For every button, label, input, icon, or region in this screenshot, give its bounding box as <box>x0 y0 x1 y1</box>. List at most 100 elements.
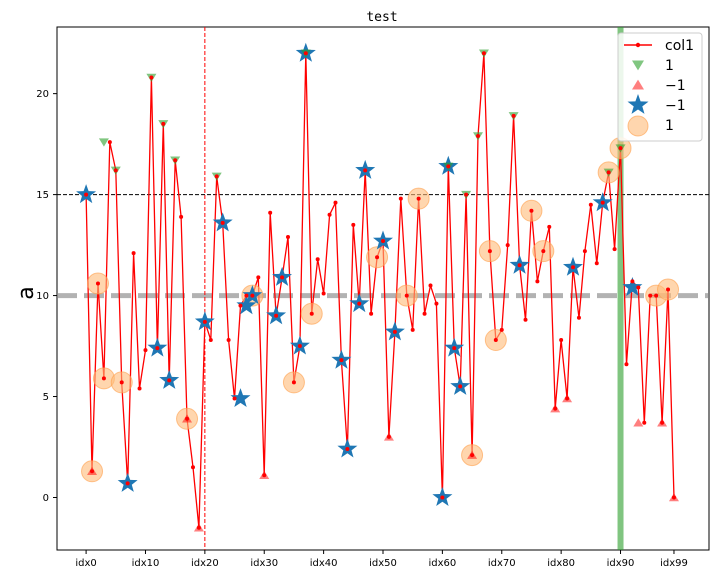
data-point <box>481 51 486 56</box>
legend-swatch-dot <box>635 42 641 48</box>
data-point <box>196 525 201 530</box>
data-point <box>90 469 95 474</box>
data-point <box>107 140 112 145</box>
x-tick-label: idx30 <box>250 558 278 569</box>
x-tick-label: idx60 <box>428 558 456 569</box>
data-point <box>185 416 190 421</box>
data-point <box>232 396 237 401</box>
data-point <box>143 348 148 353</box>
x-tick-label: idx99 <box>660 558 688 569</box>
data-point <box>422 311 427 316</box>
data-point <box>612 247 617 252</box>
data-point <box>624 362 629 367</box>
data-point <box>125 481 130 486</box>
data-point <box>381 239 385 244</box>
data-point <box>238 303 243 308</box>
data-point <box>511 113 516 118</box>
data-point <box>167 378 172 383</box>
data-point <box>410 327 415 332</box>
data-point <box>214 174 219 179</box>
axes-frame <box>56 26 710 551</box>
star-marker <box>622 277 643 296</box>
data-point <box>173 158 178 163</box>
data-point <box>345 447 350 452</box>
series-line-col1 <box>85 53 675 528</box>
data-point <box>137 386 142 391</box>
data-point <box>446 164 451 169</box>
data-point <box>588 202 593 207</box>
legend-label: −1 <box>665 98 686 114</box>
data-point <box>505 243 510 248</box>
data-point <box>386 434 391 439</box>
data-point <box>642 420 647 425</box>
data-point <box>600 200 605 205</box>
x-tick-label: idx90 <box>607 558 635 569</box>
x-tick-label: idx0 <box>75 558 96 569</box>
data-point <box>84 192 89 197</box>
star-marker <box>230 388 251 407</box>
data-point <box>190 465 195 470</box>
data-point <box>470 453 475 458</box>
data-point <box>101 376 106 381</box>
data-point <box>262 473 267 478</box>
data-point <box>666 287 671 292</box>
y-tick-label: 5 <box>43 392 49 403</box>
data-point <box>220 220 225 225</box>
y-tick-label: 0 <box>43 493 49 504</box>
data-point <box>375 255 380 260</box>
data-point <box>618 146 623 151</box>
data-point <box>476 134 481 139</box>
data-point <box>357 301 362 306</box>
chart-title: test <box>366 10 397 25</box>
y-tick-label: 10 <box>36 291 49 302</box>
data-point <box>434 301 439 306</box>
legend-label: 1 <box>665 118 674 134</box>
data-point <box>660 420 665 425</box>
data-point <box>416 196 421 201</box>
data-point <box>529 208 534 213</box>
data-point <box>369 311 374 316</box>
data-point <box>428 283 433 288</box>
legend-swatch-triangle-up <box>632 79 644 90</box>
data-point <box>582 249 587 254</box>
legend-label: 1 <box>665 58 674 74</box>
data-point <box>440 495 445 500</box>
data-point <box>280 275 285 280</box>
data-point <box>458 384 463 389</box>
data-point <box>303 51 308 56</box>
data-point <box>630 279 635 284</box>
data-point <box>576 315 581 320</box>
data-point <box>363 168 368 173</box>
data-point <box>95 281 100 286</box>
data-point <box>315 257 320 262</box>
data-point <box>535 279 540 284</box>
data-point <box>648 293 653 298</box>
data-point <box>256 275 261 280</box>
data-point <box>131 251 136 256</box>
x-tick-label: idx70 <box>488 558 516 569</box>
legend-swatch-circle <box>627 115 649 137</box>
x-tick-label: idx20 <box>191 558 219 569</box>
data-point <box>464 192 469 197</box>
data-point <box>149 75 154 80</box>
x-tick-label: idx40 <box>310 558 338 569</box>
legend-swatch-star <box>627 94 649 114</box>
data-point <box>309 311 314 316</box>
data-point <box>155 346 160 351</box>
data-point <box>291 380 296 385</box>
data-point <box>636 285 641 290</box>
triangle-down-marker <box>98 138 109 147</box>
data-point <box>487 249 492 254</box>
data-point <box>274 313 279 318</box>
y-tick-label: 20 <box>36 89 49 100</box>
data-point <box>333 200 338 205</box>
data-point <box>179 214 184 219</box>
x-tick-label: idx80 <box>547 558 575 569</box>
data-point <box>327 212 332 217</box>
data-point <box>398 196 403 201</box>
data-point <box>250 293 255 298</box>
plot-area: 0 5 10 15 20 idx0 idx10 idx20 idx30 idx40 idx50 idx… <box>36 26 710 569</box>
data-point <box>565 396 570 401</box>
data-point <box>493 337 498 342</box>
